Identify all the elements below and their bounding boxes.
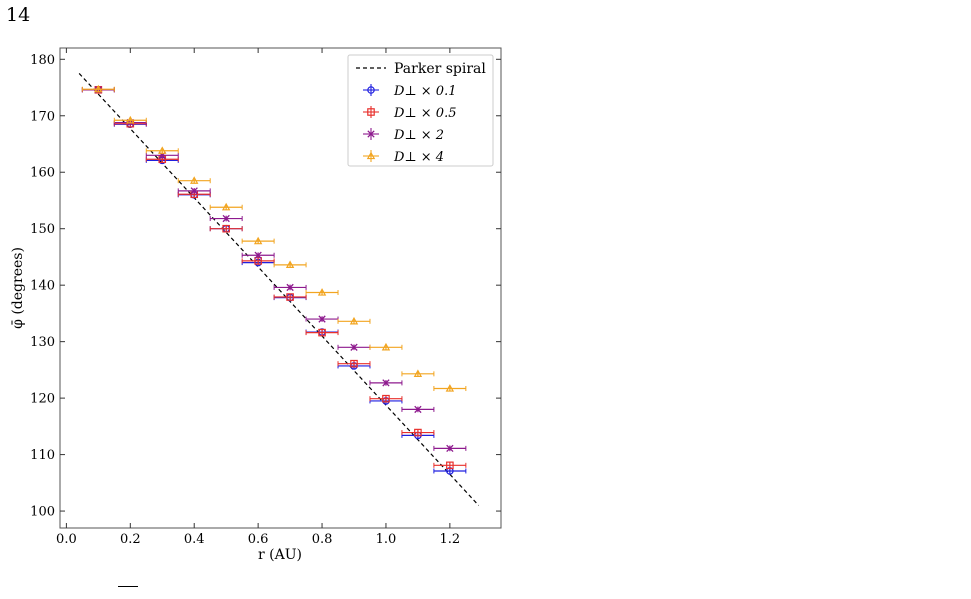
legend: Parker spiral D⊥ × 0.1 D⊥ × 0.5 D⊥ × 2 D⊥ × … bbox=[347, 54, 494, 167]
data-point bbox=[367, 130, 375, 138]
legend-box bbox=[347, 54, 494, 167]
data-point bbox=[414, 428, 422, 437]
data-point bbox=[286, 283, 294, 292]
data-point bbox=[254, 251, 262, 259]
data-point bbox=[318, 328, 326, 337]
data-point bbox=[318, 315, 326, 323]
y-tick-label: 170 bbox=[30, 109, 55, 124]
data-point bbox=[414, 405, 422, 414]
data-point bbox=[367, 86, 375, 94]
x-tick-label: 0.4 bbox=[184, 532, 205, 547]
data-point bbox=[285, 260, 295, 269]
y-tick-label: 160 bbox=[30, 166, 55, 181]
parker-spiral-line bbox=[78, 73, 480, 506]
y-tick-label: 110 bbox=[30, 448, 55, 463]
x-tick-label: 0.2 bbox=[120, 532, 141, 547]
data-point bbox=[367, 108, 375, 116]
x-tick-label: 1.0 bbox=[376, 532, 397, 547]
data-point bbox=[222, 214, 230, 223]
data-point bbox=[413, 369, 423, 377]
data-point bbox=[253, 236, 263, 245]
data-point bbox=[349, 316, 359, 325]
data-point bbox=[446, 444, 454, 453]
data-point bbox=[446, 461, 454, 470]
series-group bbox=[81, 84, 467, 475]
data-point bbox=[366, 151, 376, 160]
data-point bbox=[126, 115, 135, 124]
axes-group: 0.0 0.2 0.4 0.6 0.8 1.0 1.2 100 110 120 130 140 150 1… bbox=[30, 48, 501, 547]
legend-label: D⊥ × 0.1 bbox=[393, 84, 456, 99]
series-triangle bbox=[81, 84, 467, 392]
data-point bbox=[382, 394, 390, 403]
data-point bbox=[445, 384, 455, 392]
y-axis-label: φ̄ (degrees) bbox=[10, 247, 26, 329]
legend-label: D⊥ × 4 bbox=[393, 150, 444, 165]
x-axis-label: r (AU) bbox=[258, 547, 302, 563]
y-tick-label: 120 bbox=[30, 392, 55, 407]
data-point bbox=[286, 293, 294, 301]
data-point bbox=[190, 187, 198, 195]
data-point bbox=[94, 84, 103, 93]
cut-off-text-fragment bbox=[118, 586, 138, 587]
x-tick-label: 0.0 bbox=[56, 532, 77, 547]
y-tick-label: 180 bbox=[30, 53, 55, 68]
x-tick-label: 1.2 bbox=[440, 532, 461, 547]
x-tick-label: 0.8 bbox=[312, 532, 333, 547]
data-point bbox=[222, 224, 230, 233]
data-point bbox=[189, 176, 199, 184]
x-tick-label: 0.6 bbox=[248, 532, 269, 547]
data-point bbox=[350, 359, 358, 368]
page-number: 14 bbox=[6, 4, 31, 26]
data-point bbox=[350, 343, 358, 351]
plot-frame bbox=[59, 47, 502, 529]
reference-line-group bbox=[78, 73, 480, 506]
y-tick-label: 140 bbox=[30, 279, 55, 294]
y-tick-label: 130 bbox=[30, 335, 55, 350]
data-point bbox=[382, 379, 390, 387]
y-tick-label: 100 bbox=[30, 505, 55, 520]
series-x bbox=[81, 86, 467, 453]
y-tick-label: 150 bbox=[30, 222, 55, 237]
legend-label: D⊥ × 0.5 bbox=[393, 106, 456, 121]
legend-label: Parker spiral bbox=[394, 61, 486, 77]
data-point bbox=[317, 288, 327, 296]
legend-label: D⊥ × 2 bbox=[393, 128, 444, 143]
data-point bbox=[381, 342, 391, 351]
data-point bbox=[221, 202, 231, 211]
data-point bbox=[158, 146, 167, 154]
